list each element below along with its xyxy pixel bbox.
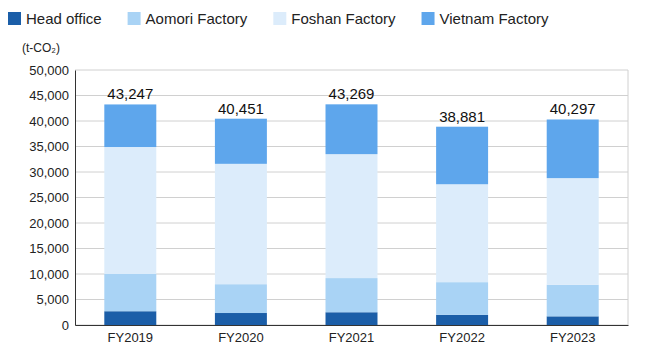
axis-line [76,325,629,326]
tick-label: 40,000 [29,114,69,129]
bar-segment [215,313,267,325]
data-label: 40,297 [550,100,596,117]
bar-segment [547,178,599,285]
bar-segment [436,315,488,325]
tick: FY2022 [439,325,485,345]
series [104,104,598,184]
data-labels: 43,247 40,451 43,269 38,881 40,297 [107,85,595,124]
bar-segment [215,284,267,313]
tick: 30,000 [29,165,75,180]
bar-segment [436,282,488,315]
legend-item: Aomori Factory [128,10,248,27]
bar-segment [547,285,599,317]
bar-segment [104,311,156,325]
data-label: 43,247 [107,85,153,102]
tick-label: 50,000 [29,63,69,78]
bar-segment [326,104,378,154]
tick: 15,000 [29,241,75,256]
tick: FY2023 [550,325,596,345]
bar-segment [547,119,599,178]
bar-segment [436,184,488,282]
x-axis: FY2019 FY2020 FY2021 FY2022 FY2023 [76,325,629,345]
legend-label: Head office [26,10,102,27]
tick: 40,000 [29,114,75,129]
bar-segment [326,154,378,278]
tick-label: 0 [62,318,69,333]
tick: 35,000 [29,139,75,154]
series [104,147,598,285]
legend-swatch [422,12,435,25]
grid-line [75,70,628,71]
axis-title: (t-CO₂) [22,41,60,55]
tick-label: 35,000 [29,139,69,154]
tick-label: 10,000 [29,267,69,282]
tick-label: 15,000 [29,241,69,256]
tick: 10,000 [29,267,75,282]
tick: 45,000 [29,88,75,103]
bar-segment [215,119,267,164]
series [104,274,598,316]
legend-label: Vietnam Factory [440,10,549,27]
tick: FY2020 [218,325,264,345]
bar-segment [104,104,156,147]
tick: FY2019 [108,325,154,345]
plot-frame [628,70,629,325]
bar-segment [547,316,599,325]
bar-segment [215,164,267,284]
tick: 5,000 [36,292,75,307]
bar-segment [104,274,156,311]
legend-item: Vietnam Factory [422,10,549,27]
tick-label: FY2019 [108,330,154,345]
tick-label: FY2020 [218,330,264,345]
bar-segment [326,278,378,312]
axis-line [75,71,76,326]
series [104,311,598,325]
tick: 20,000 [29,216,75,231]
tick: 25,000 [29,190,75,205]
tick-label: 5,000 [36,292,69,307]
legend-swatch [273,12,286,25]
legend-label: Foshan Factory [291,10,396,27]
tick: 50,000 [29,63,75,78]
bars [104,104,598,325]
tick-label: FY2022 [439,330,485,345]
data-label: 43,269 [329,85,375,102]
tick: FY2021 [329,325,375,345]
legend-swatch [8,12,21,25]
legend-item: Head office [8,10,102,27]
legend-label: Aomori Factory [146,10,248,27]
bar-segment [436,127,488,185]
tick-label: FY2021 [329,330,375,345]
bar-segment [326,312,378,325]
chart: 0 5,000 10,000 15,000 20,000 25,000 30,000 35,0… [0,0,652,360]
bar-segment [104,147,156,274]
tick-label: 25,000 [29,190,69,205]
tick-label: 30,000 [29,165,69,180]
legend-item: Foshan Factory [273,10,396,27]
tick-label: FY2023 [550,330,596,345]
legend: Head office Aomori Factory Foshan Factory V… [8,10,549,27]
legend-swatch [128,12,141,25]
data-label: 40,451 [218,100,264,117]
tick-label: 20,000 [29,216,69,231]
y-axis: 0 5,000 10,000 15,000 20,000 25,000 30,000 35,0… [29,63,75,333]
tick: 0 [62,318,75,333]
plot: 0 5,000 10,000 15,000 20,000 25,000 30,000 35,0… [29,63,628,346]
grid [75,70,628,325]
tick-label: 45,000 [29,88,69,103]
data-label: 38,881 [439,108,485,125]
